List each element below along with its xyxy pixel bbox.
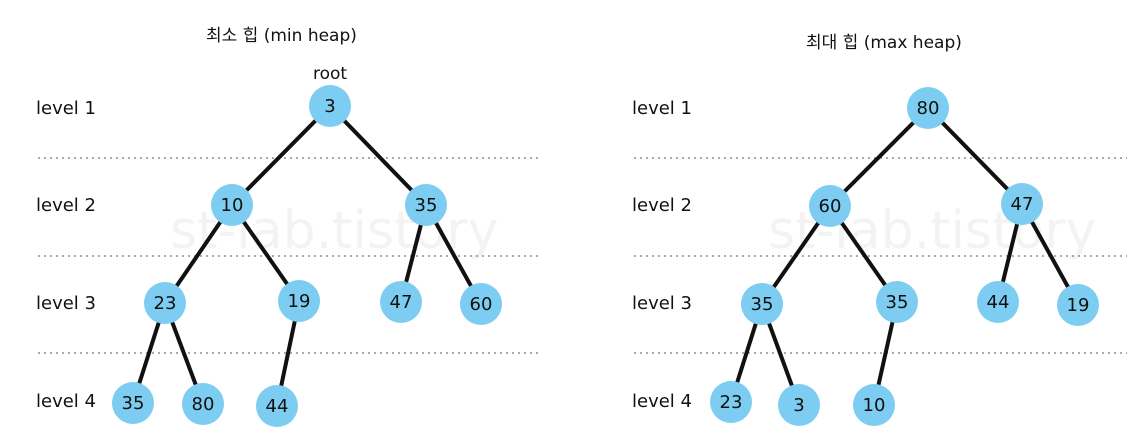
level-1-label: level 1 [36,98,96,119]
node-value: 80 [917,98,940,119]
tree-node: 35 [876,281,918,323]
node-value: 60 [819,196,842,217]
min-heap-title: 최소 힙 (min heap) [206,26,357,46]
tree-node: 23 [144,282,186,324]
node-value: 23 [720,392,743,413]
node-value: 80 [192,394,215,415]
tree-node: 19 [1057,284,1099,326]
level-3-label: level 3 [632,293,692,314]
tree-node: 10 [211,184,253,226]
max-heap-title: 최대 힙 (max heap) [806,33,962,53]
tree-node: 60 [460,283,502,325]
tree-edge [828,106,930,208]
level-3-label: level 3 [36,293,96,314]
tree-node: 35 [112,382,154,424]
node-value: 35 [122,393,145,414]
tree-node: 44 [256,385,298,427]
tree-node: 35 [741,283,783,325]
tree-node: 3 [309,85,351,127]
node-value: 10 [221,195,244,216]
root-label: root [313,64,347,84]
tree-node: 60 [809,185,851,227]
tree-edge [328,104,428,207]
node-value: 3 [324,96,335,117]
tree-node: 47 [380,281,422,323]
node-value: 10 [863,395,886,416]
node-value: 19 [1067,295,1090,316]
tree-node: 44 [977,281,1019,323]
node-value: 3 [793,395,804,416]
tree-node: 19 [278,280,320,322]
node-value: 35 [751,294,774,315]
tree-node: 80 [182,383,224,425]
tree-node: 3 [778,384,820,426]
node-value: 23 [154,293,177,314]
tree-node: 10 [853,384,895,426]
tree-edge [926,106,1024,206]
tree-node: 47 [1001,183,1043,225]
node-value: 47 [390,292,413,313]
tree-node: 80 [907,87,949,129]
node-value: 60 [470,294,493,315]
node-value: 47 [1011,194,1034,215]
node-value: 35 [886,292,909,313]
level-1-label: level 1 [632,98,692,119]
level-4-label: level 4 [36,391,96,412]
level-4-label: level 4 [632,391,692,412]
node-value: 44 [266,396,289,417]
node-value: 44 [987,292,1010,313]
tree-node: 23 [710,381,752,423]
tree-edge [230,104,332,207]
level-2-label: level 2 [36,195,96,216]
tree-node: 35 [405,184,447,226]
node-value: 19 [288,291,311,312]
level-2-label: level 2 [632,195,692,216]
node-value: 35 [415,195,438,216]
